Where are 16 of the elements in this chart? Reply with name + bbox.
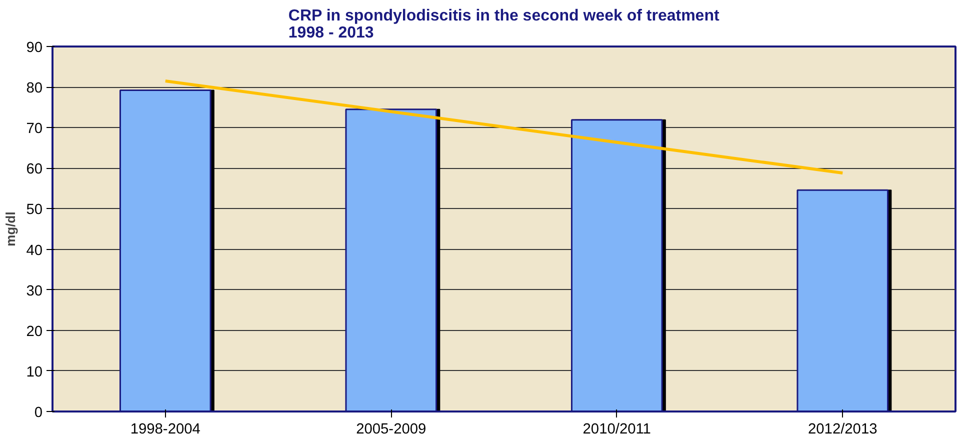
- y-tick-label: 90: [26, 40, 43, 56]
- y-tick-label: 20: [26, 324, 43, 340]
- y-tick-label: 40: [26, 242, 43, 259]
- chart-title: CRP in spondylodiscitis in the second week of treatment 1998 - 2013: [288, 8, 720, 42]
- x-tick-label: 2005-2009: [356, 422, 426, 438]
- x-tick-label: 2010/2011: [582, 422, 651, 438]
- y-tick-label: 30: [26, 283, 43, 300]
- x-tick-label: 1998-2004: [130, 422, 200, 438]
- y-tick-label: 60: [26, 162, 43, 178]
- y-tick-label: 80: [26, 80, 43, 97]
- x-tick-label: 2012/2013: [808, 422, 878, 438]
- y-tick-label: 50: [26, 202, 43, 218]
- y-tick-label: 70: [26, 121, 43, 138]
- y-axis-title: mg/dl: [3, 212, 18, 246]
- y-tick-label: 10: [26, 364, 43, 380]
- y-tick-label: 0: [34, 405, 43, 421]
